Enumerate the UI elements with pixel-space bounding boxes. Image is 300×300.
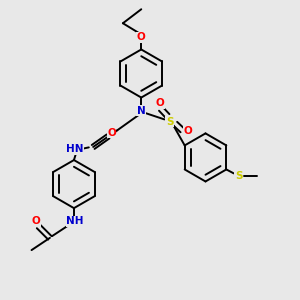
Text: N: N xyxy=(137,106,146,116)
Text: O: O xyxy=(107,128,116,138)
Text: S: S xyxy=(235,171,242,181)
Text: O: O xyxy=(156,98,164,108)
Text: O: O xyxy=(32,216,40,226)
Text: NH: NH xyxy=(66,216,84,226)
Text: O: O xyxy=(184,126,192,136)
Text: O: O xyxy=(137,32,146,42)
Text: HN: HN xyxy=(66,144,84,154)
Text: S: S xyxy=(166,117,173,127)
